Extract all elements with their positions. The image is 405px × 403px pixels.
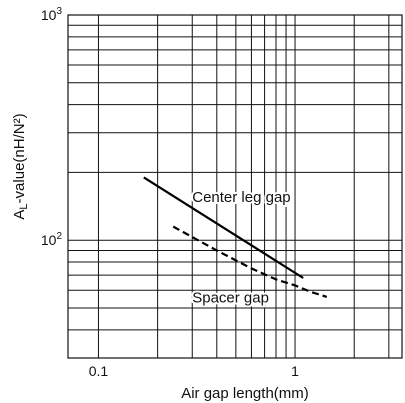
series-line-1 (172, 225, 328, 298)
y-axis-label-subscript: L (18, 203, 30, 209)
grid (68, 14, 402, 359)
y-tick-label: 102 (41, 231, 63, 248)
x-tick-label: 1 (291, 363, 299, 379)
series-label-center-leg-gap: Center leg gap (192, 189, 290, 206)
y-tick-label: 103 (41, 6, 63, 23)
x-tick-label: 0.1 (89, 363, 109, 379)
plot-frame (67, 14, 403, 359)
series-label-spacer-gap: Spacer gap (192, 289, 269, 306)
y-axis-label: AL-value(nH/N²) (11, 113, 30, 219)
y-axis-label-rest: -value(nH/N²) (11, 113, 28, 203)
series-line-0 (143, 176, 304, 279)
y-axis-label-main: A (11, 210, 28, 220)
series-layer (143, 176, 328, 298)
tick-layer: 0.1 1 102 103 (41, 6, 299, 379)
x-axis-label: Air gap length(mm) (181, 385, 309, 402)
